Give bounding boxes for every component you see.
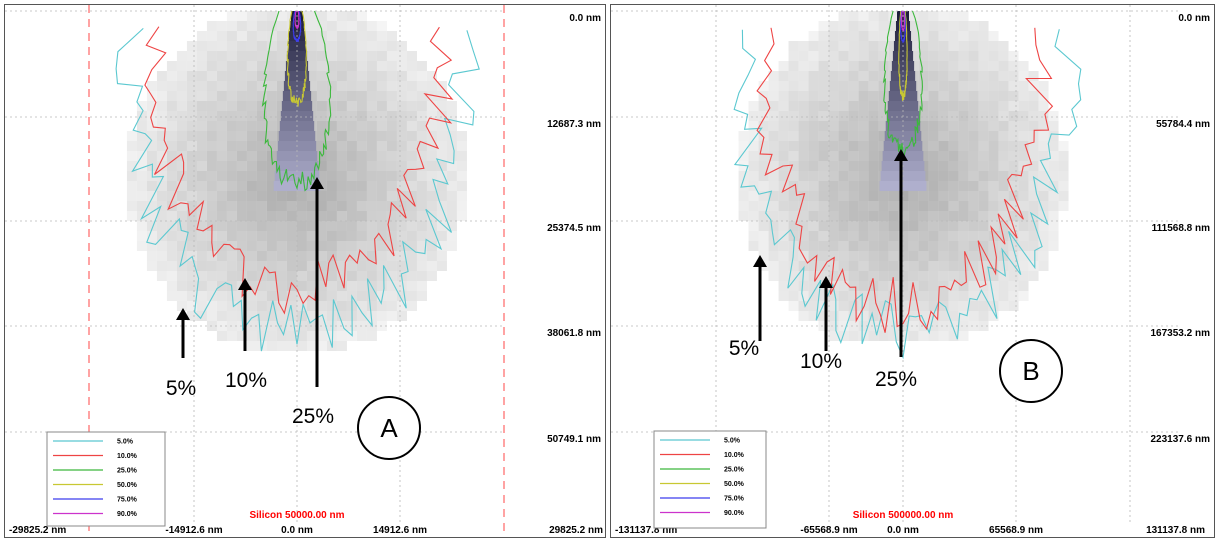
legend-label: 75.0% — [117, 497, 138, 504]
arrow-head — [819, 276, 833, 288]
annotation-label: 10% — [800, 350, 842, 373]
legend-label: 90.0% — [724, 510, 745, 517]
legend-label: 5.0% — [117, 439, 134, 446]
panel-letter: B — [1022, 356, 1039, 386]
contour-10pct — [144, 26, 454, 315]
panel-letter: A — [380, 413, 398, 443]
y-tick-label: 0.0 nm — [569, 13, 601, 24]
contour-5pct — [733, 29, 1082, 360]
x-tick-label: -131137.8 nm — [615, 525, 677, 536]
panel-b: 0.0 nm 55784.4 nm 111568.8 nm 167353.2 nm 22… — [610, 4, 1215, 538]
panel-letter-circle — [999, 339, 1063, 403]
legend-label: 75.0% — [724, 496, 745, 503]
annotation-label: 5% — [166, 377, 196, 400]
y-tick-label: 223137.6 nm — [1151, 434, 1211, 445]
y-tick-label: 111568.8 nm — [1152, 223, 1210, 234]
legend-label: 25.0% — [117, 468, 138, 475]
legend-label: 90.0% — [117, 511, 138, 518]
x-tick-label: 131137.8 nm — [1146, 525, 1205, 536]
arrow-head — [238, 278, 252, 290]
x-tick-label: 29825.2 nm — [549, 525, 603, 536]
chart-title: Silicon 50000.00 nm — [249, 510, 344, 521]
contour-25pct — [261, 10, 332, 192]
x-tick-label: 0.0 nm — [887, 525, 919, 536]
annotations: 5% 10% 25% — [166, 177, 334, 428]
panel-a: 0.0 nm 12687.3 nm 25374.5 nm 38061.8 nm 5074… — [4, 4, 606, 538]
contour-10pct — [756, 27, 1054, 333]
chart-a: 0.0 nm 12687.3 nm 25374.5 nm 38061.8 nm 5074… — [5, 5, 603, 537]
contour-5pct — [115, 27, 480, 352]
y-tick-label: 167353.2 nm — [1151, 328, 1211, 339]
y-tick-label: 25374.5 nm — [547, 223, 601, 234]
annotations: 5% 10% 25% — [729, 149, 917, 391]
annotation-label: 25% — [292, 405, 334, 428]
x-tick-label: -65568.9 nm — [800, 525, 857, 536]
contour-50pct — [286, 10, 308, 107]
legend-label: 50.0% — [117, 482, 138, 489]
arrow-head — [894, 149, 908, 161]
legend-label: 10.0% — [724, 452, 745, 459]
contour-90pct — [900, 10, 906, 32]
y-tick-label: 12687.3 nm — [547, 119, 601, 130]
contour-75pct — [292, 10, 302, 43]
y-tick-label: 38061.8 nm — [547, 328, 601, 339]
annotation-label: 10% — [225, 369, 267, 392]
contour-90pct — [294, 10, 300, 31]
chart-title: Silicon 500000.00 nm — [853, 510, 954, 521]
arrow-head — [176, 308, 190, 320]
x-tick-label: -14912.6 nm — [165, 525, 222, 536]
contour-75pct — [899, 10, 906, 43]
y-tick-label: 50749.1 nm — [547, 434, 601, 445]
annotation-label: 25% — [875, 368, 917, 391]
y-tick-label: 55784.4 nm — [1156, 119, 1210, 130]
x-tick-label: 65568.9 nm — [989, 525, 1043, 536]
x-tick-label: -29825.2 nm — [9, 525, 66, 536]
legend-label: 10.0% — [117, 453, 138, 460]
legend-label: 5.0% — [724, 438, 741, 445]
legend: 5.0% 10.0% 25.0% 50.0% 75.0% 90.0% — [653, 430, 767, 529]
contours — [115, 10, 480, 352]
chart-b: 0.0 nm 55784.4 nm 111568.8 nm 167353.2 nm 22… — [611, 5, 1211, 536]
legend-label: 50.0% — [724, 481, 745, 488]
legend-label: 25.0% — [724, 467, 745, 474]
arrow-head — [753, 255, 767, 267]
contour-50pct — [898, 10, 908, 101]
arrow-head — [310, 177, 324, 189]
annotation-label: 5% — [729, 337, 759, 360]
x-tick-label: 0.0 nm — [281, 525, 313, 536]
y-tick-label: 0.0 nm — [1178, 13, 1210, 24]
panel-letter-circle — [357, 396, 421, 460]
x-tick-label: 14912.6 nm — [373, 525, 427, 536]
legend: 5.0% 10.0% 25.0% 50.0% 75.0% 90.0% — [46, 431, 166, 527]
